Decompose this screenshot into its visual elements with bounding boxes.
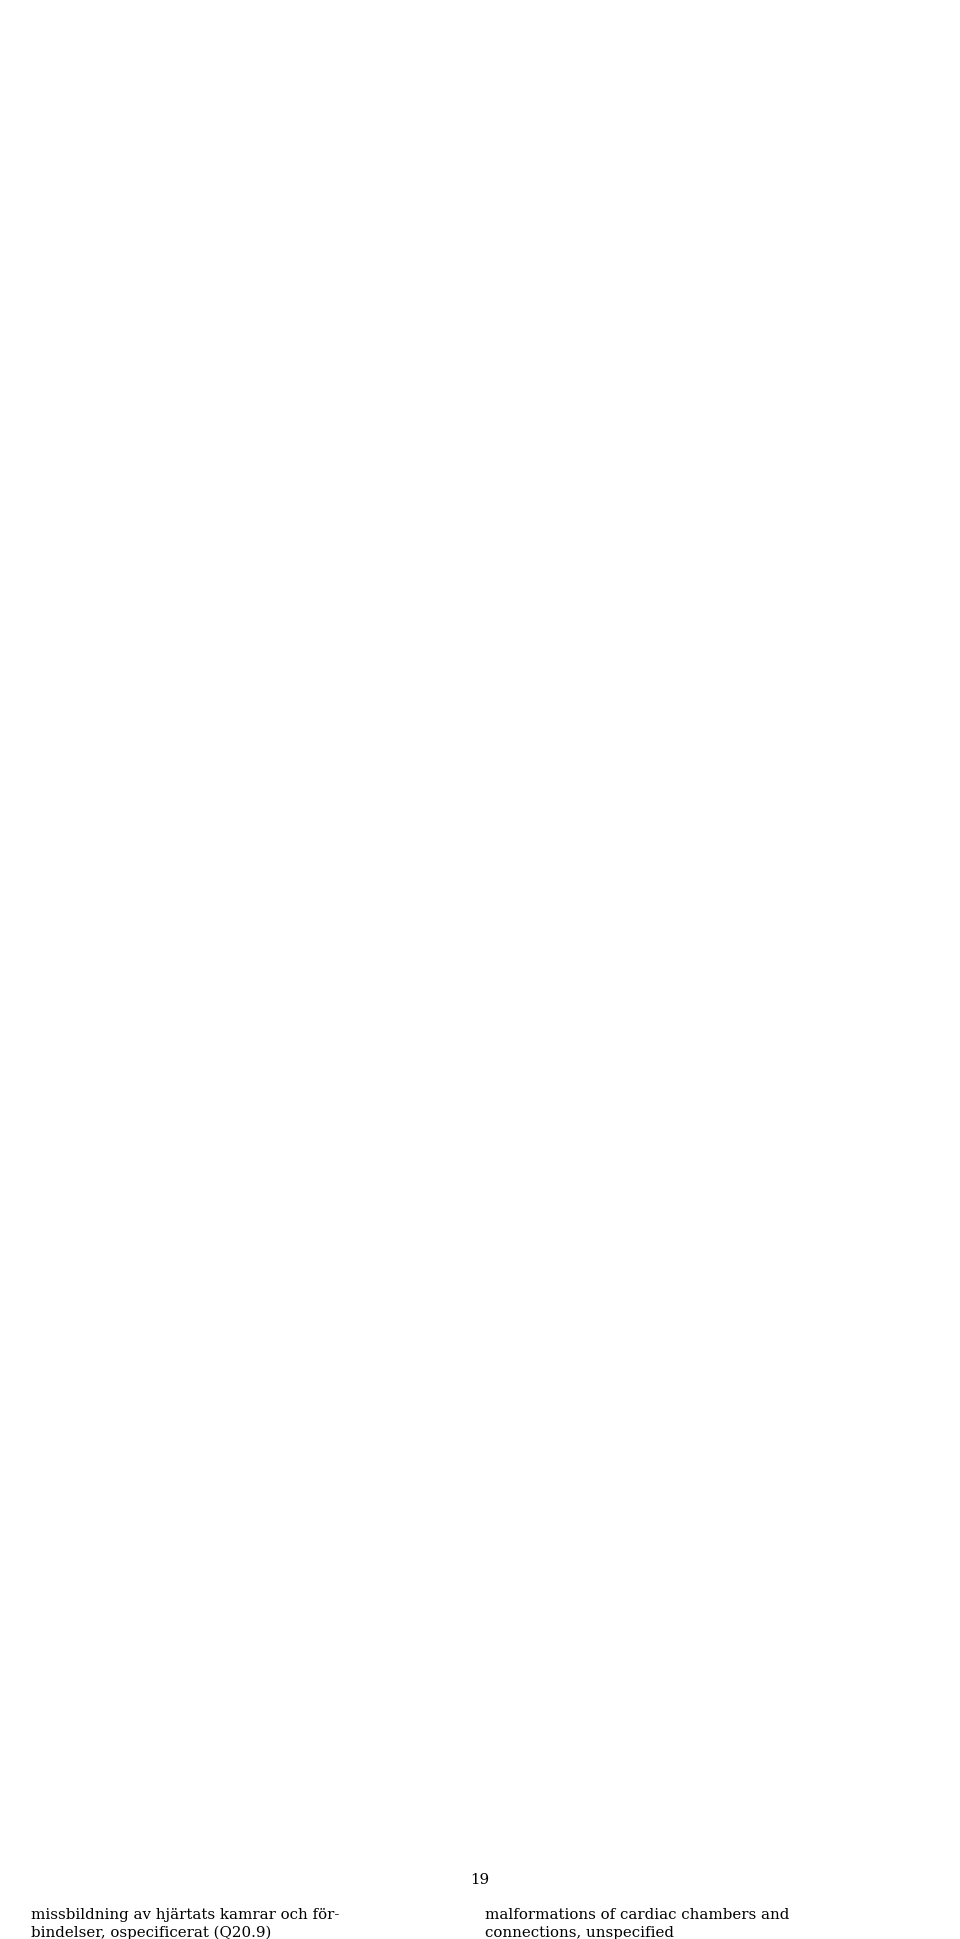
Text: 19: 19 <box>470 1871 490 1887</box>
Text: malformations of cardiac chambers and
connections, unspecified: malformations of cardiac chambers and co… <box>485 1908 789 1939</box>
Text: missbildning av hjärtats kamrar och för-
bindelser, ospecificerat (Q20.9): missbildning av hjärtats kamrar och för-… <box>31 1908 339 1939</box>
